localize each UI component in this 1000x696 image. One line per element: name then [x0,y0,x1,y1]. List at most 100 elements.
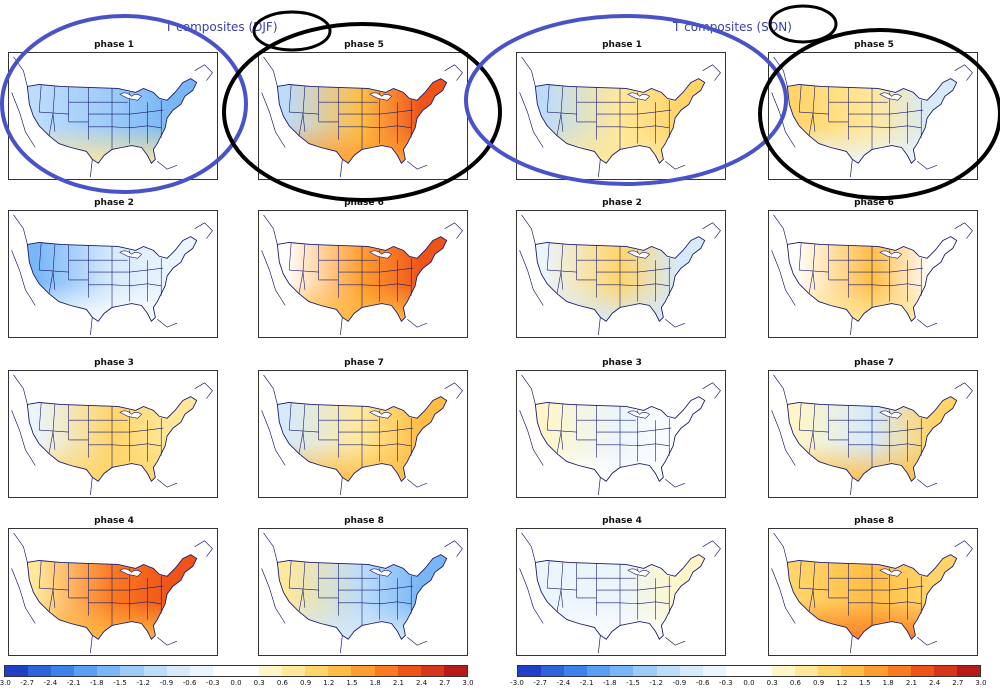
colorbar-left-swatch [212,666,236,676]
colorbar-left-tick-label: 3.0 [462,679,474,687]
phase-label: phase 6 [344,198,384,208]
phase-label: phase 7 [854,358,894,368]
colorbar-right-tick-label: 2.1 [905,679,917,687]
map-son-phase-6 [768,210,978,338]
colorbar-right-swatch [887,666,911,676]
phase-label: phase 5 [344,40,384,50]
phase-label: phase 8 [854,516,894,526]
phase-label: phase 5 [854,40,894,50]
colorbar-right-swatch [841,666,865,676]
colorbar-right-swatch [564,666,588,676]
colorbar-left-swatch [235,666,260,676]
map-djf-phase-7 [258,370,468,498]
right-figure-title: T composites (SON) [673,20,792,34]
colorbar-right-tick-label: -2.4 [556,679,571,687]
colorbar-left-swatch [443,666,467,676]
colorbar-left-tick-label: 1.2 [323,679,335,687]
colorbar-left-tick-label: -1.8 [89,679,104,687]
colorbar-right-swatch [772,666,796,676]
colorbar-left-swatch [282,666,306,676]
colorbar-right-tick-label: 0.3 [766,679,778,687]
colorbar-right-swatch [633,666,657,676]
map-son-phase-7 [768,370,978,498]
colorbar-right-tick-label: -0.3 [718,679,733,687]
map-djf-phase-5 [258,52,468,180]
colorbar-left-tick-label: -2.1 [66,679,81,687]
colorbar-right-tick-label: 1.8 [882,679,894,687]
phase-label: phase 2 [94,198,134,208]
colorbar-left-swatch [420,666,444,676]
colorbar-right-tick-label: -2.1 [579,679,594,687]
colorbar-right-swatch [518,666,542,676]
colorbar-left-tick-label: -3.0 [0,679,11,687]
colorbar-right-swatch [748,666,773,676]
colorbar-left-tick-label: 0.6 [276,679,288,687]
colorbar-left-tick-label: -1.5 [113,679,127,687]
colorbar-right-tick-label: 0.9 [813,679,825,687]
phase-label: phase 4 [602,516,642,526]
map-son-phase-5 [768,52,978,180]
phase-label: phase 8 [344,516,384,526]
map-son-phase-4 [516,528,726,656]
colorbar-right-swatch [933,666,957,676]
left-figure-title: T composites (DJF) [165,20,278,34]
colorbar-left-swatch [189,666,213,676]
colorbar-right-swatch [587,666,611,676]
map-son-phase-2 [516,210,726,338]
colorbar-right-swatch [679,666,703,676]
phase-label: phase 4 [94,516,134,526]
colorbar-right-swatch [610,666,634,676]
phase-label: phase 7 [344,358,384,368]
colorbar-right-tick-label: 2.4 [929,679,941,687]
colorbar-right-swatch [656,666,680,676]
phase-label: phase 1 [94,40,134,50]
map-djf-phase-3 [8,370,218,498]
colorbar-left-swatch [74,666,98,676]
colorbar-right-tick-label: -0.6 [695,679,710,687]
colorbar-left-tick-label: -1.2 [136,679,151,687]
colorbar-left-swatch [120,666,144,676]
map-djf-phase-4 [8,528,218,656]
colorbar-left-tick-label: -0.3 [205,679,220,687]
colorbar-left-tick-label: 1.5 [346,679,358,687]
colorbar-right-tick-label: 1.2 [836,679,848,687]
colorbar-left-swatch [374,666,398,676]
colorbar-right-swatch [910,666,934,676]
colorbar-left-tick-label: 2.7 [439,679,451,687]
colorbar-left-tick-label: 0.9 [300,679,312,687]
colorbar-right-swatch [956,666,980,676]
colorbar-left-swatch [51,666,75,676]
map-son-phase-1 [516,52,726,180]
colorbar-left-tick-label: -2.7 [20,679,35,687]
colorbar-right-tick-label: 1.5 [859,679,871,687]
colorbar-left-swatch [143,666,167,676]
colorbar-left-tick-label: 1.8 [369,679,381,687]
colorbar-left-tick-label: 2.1 [392,679,404,687]
map-son-phase-8 [768,528,978,656]
colorbar-right-tick-label: 3.0 [975,679,987,687]
colorbar-left-swatch [351,666,375,676]
colorbar-left-tick-label: -2.4 [43,679,58,687]
phase-label: phase 3 [94,358,134,368]
phase-label: phase 1 [602,40,642,50]
colorbar-left-tick-label: 0.0 [230,679,242,687]
colorbar-right-swatch [702,666,726,676]
colorbar-right-tick-label: -3.0 [510,679,524,687]
colorbar-left-swatch [259,666,283,676]
map-djf-phase-1 [8,52,218,180]
colorbar-left-swatch [166,666,190,676]
colorbar-right [517,665,981,677]
colorbar-right-swatch [725,666,749,676]
colorbar-left [4,665,468,677]
map-djf-phase-2 [8,210,218,338]
map-djf-phase-6 [258,210,468,338]
colorbar-left-swatch [305,666,329,676]
phase-label: phase 2 [602,198,642,208]
colorbar-right-tick-label: -1.5 [626,679,640,687]
map-djf-phase-8 [258,528,468,656]
phase-label: phase 3 [602,358,642,368]
colorbar-right-swatch [795,666,819,676]
colorbar-right-tick-label: 2.7 [952,679,964,687]
map-son-phase-3 [516,370,726,498]
colorbar-right-tick-label: -0.9 [672,679,687,687]
